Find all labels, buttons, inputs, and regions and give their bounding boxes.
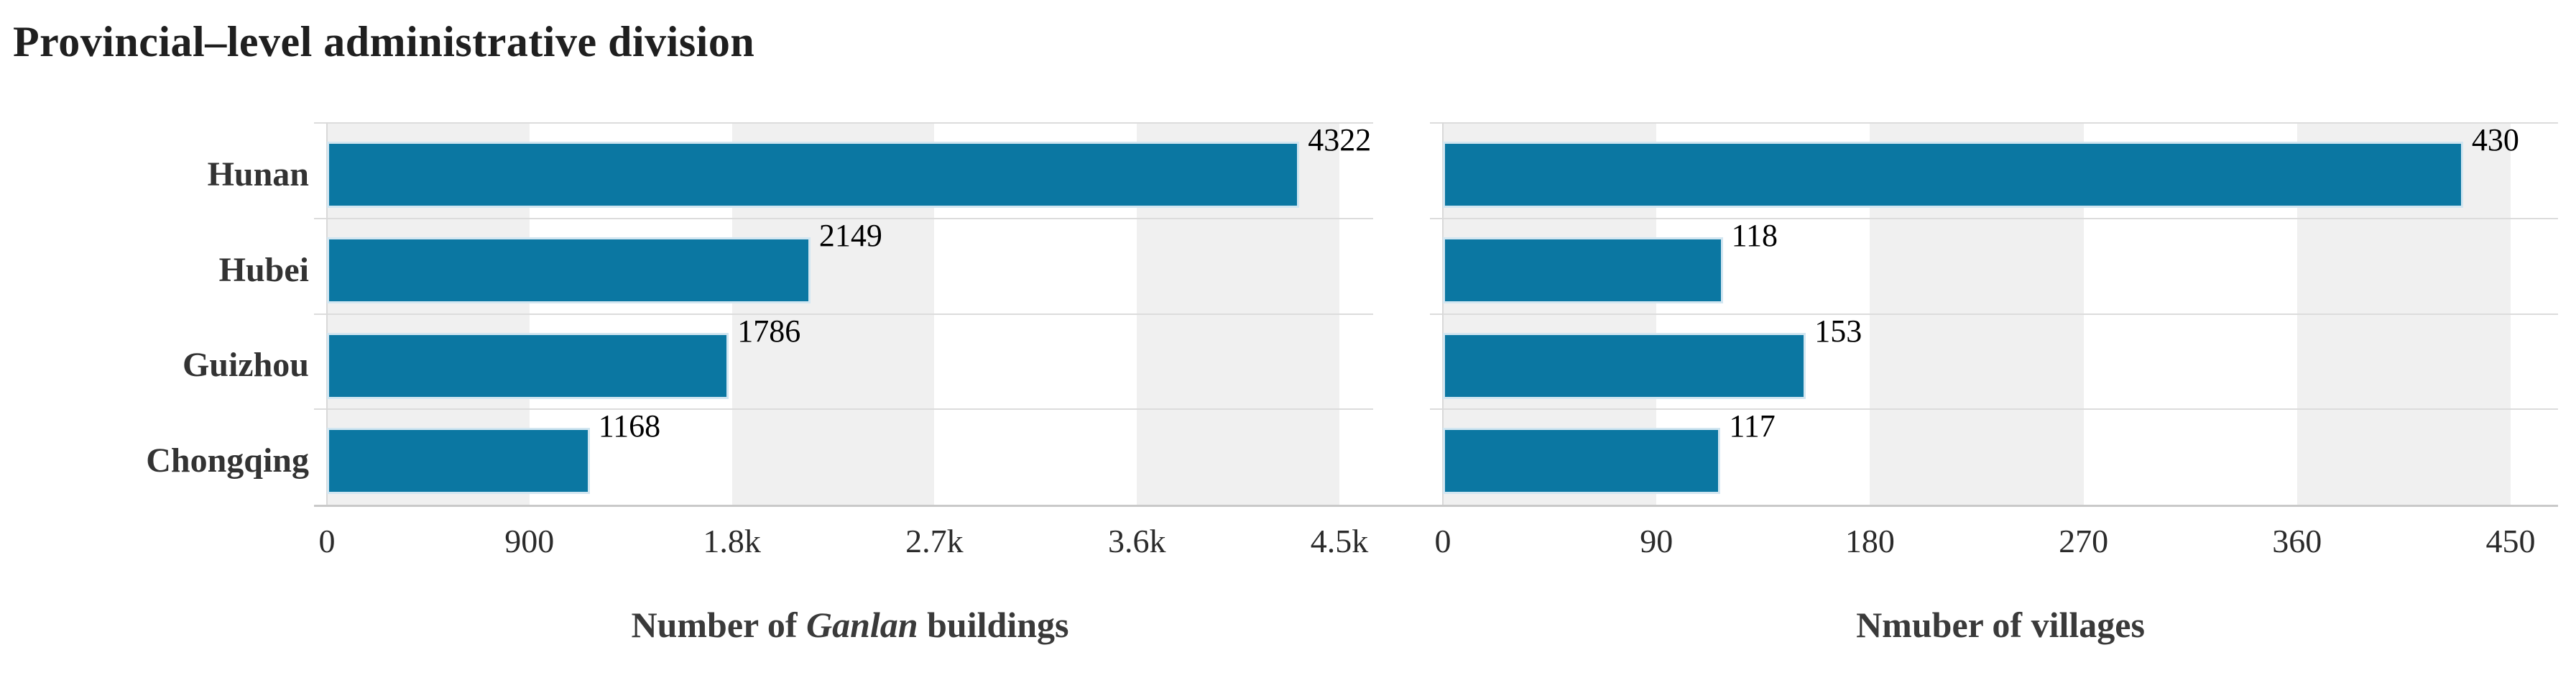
page-title: Provincial–level administrative division: [13, 18, 755, 65]
x-axis-title: Nmuber of villages: [1443, 604, 2558, 646]
gridline: [314, 408, 1373, 410]
axis-title-part: buildings: [918, 605, 1069, 645]
x-axis-title: Number of Ganlan buildings: [327, 604, 1373, 646]
tick-label: 360: [2272, 523, 2322, 559]
tick-label: 3.6k: [1107, 523, 1166, 559]
bar-value-label: 118: [1731, 218, 1778, 253]
x-tick-labels: 0 90 180 270 360 450: [1435, 522, 2558, 562]
gridline: [314, 218, 1373, 219]
bar-value-label: 430: [2471, 122, 2519, 157]
bar-hubei: [1443, 237, 1723, 303]
bar-chongqing: [327, 428, 590, 494]
tick-label: 0: [318, 523, 336, 559]
x-axis-line: [314, 505, 2558, 507]
bar-value-label: 1786: [737, 313, 801, 349]
bar-hubei: [327, 237, 811, 303]
bar-value-label: 4322: [1308, 122, 1372, 157]
category-label: Hunan: [207, 155, 309, 193]
tick-label: 450: [2485, 523, 2536, 559]
tick-label: 180: [1845, 523, 1895, 559]
gridline: [1430, 122, 2558, 124]
axis-title-italic-part: Ganlan: [806, 605, 918, 645]
villages-plot: 430 118 153 117: [1430, 122, 2558, 505]
ganlan-buildings-plot: 4322 2149 1786 1168: [314, 122, 1373, 505]
tick-label: 900: [504, 523, 555, 559]
y-axis-line: [1442, 123, 1444, 505]
tick-label: 4.5k: [1310, 523, 1369, 559]
gridline: [1430, 218, 2558, 219]
tick-label: 1.8k: [703, 523, 761, 559]
bar-value-label: 2149: [818, 218, 882, 253]
bar-guizhou: [327, 333, 729, 399]
category-label: Hubei: [218, 250, 309, 289]
y-axis-line: [326, 123, 328, 505]
x-tick-labels: 0 900 1.8k 2.7k 3.6k 4.5k: [319, 522, 1373, 562]
gridline: [1430, 408, 2558, 410]
tick-label: 0: [1434, 523, 1451, 559]
bar-hunan: [327, 142, 1300, 208]
bar-value-label: 153: [1814, 313, 1862, 349]
bar-guizhou: [1443, 333, 1806, 399]
category-label: Chongqing: [146, 441, 309, 480]
gridline: [314, 313, 1373, 315]
tick-label: 2.7k: [905, 523, 964, 559]
category-label: Guizhou: [182, 346, 309, 385]
bar-value-label: 1168: [598, 408, 661, 444]
gridline: [1430, 313, 2558, 315]
gridline: [314, 122, 1373, 124]
bar-value-label: 117: [1729, 408, 1776, 444]
bar-hunan: [1443, 142, 2463, 208]
tick-label: 90: [1640, 523, 1674, 559]
bar-chongqing: [1443, 428, 1721, 494]
category-axis: Hunan Hubei Guizhou Chongqing: [0, 123, 309, 505]
tick-label: 270: [2059, 523, 2109, 559]
axis-title-part: Nmuber of villages: [1856, 605, 2145, 645]
axis-title-part: Number of: [631, 605, 806, 645]
